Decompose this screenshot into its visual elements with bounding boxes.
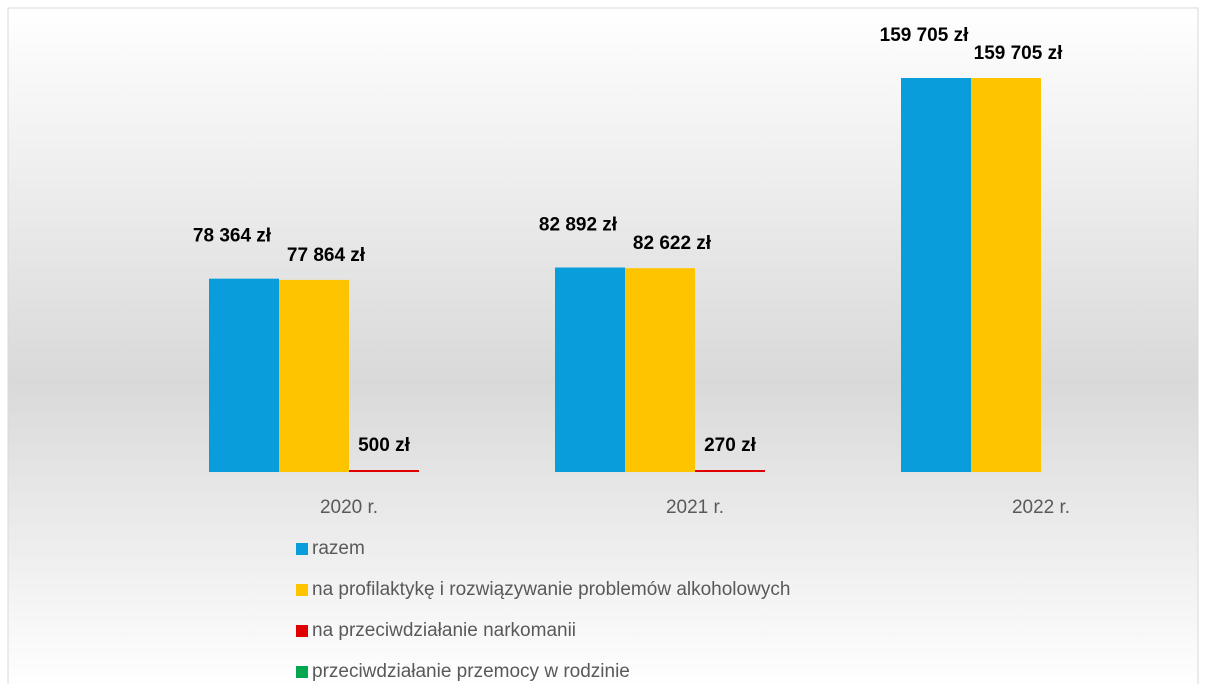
legend-label: razem xyxy=(312,538,365,559)
bar xyxy=(901,78,971,472)
data-label: 270 zł xyxy=(704,435,756,456)
legend-swatch xyxy=(296,584,308,596)
bar xyxy=(349,470,419,472)
x-tick-label: 2020 r. xyxy=(320,497,378,518)
data-label: 77 864 zł xyxy=(287,245,366,266)
bar xyxy=(625,268,695,472)
legend-swatch xyxy=(296,625,308,637)
bar xyxy=(279,279,349,472)
data-label: 78 364 zł xyxy=(193,226,272,247)
bar xyxy=(971,78,1041,472)
legend-label: na profilaktykę i rozwiązywanie problemó… xyxy=(312,579,790,600)
bar xyxy=(209,278,279,472)
x-tick-label: 2021 r. xyxy=(666,497,724,518)
legend-swatch xyxy=(296,666,308,678)
legend-label: na przeciwdziałanie narkomanii xyxy=(312,620,576,641)
data-label: 82 622 zł xyxy=(633,233,712,254)
bar xyxy=(555,267,625,472)
data-label: 82 892 zł xyxy=(539,215,618,236)
data-label: 159 705 zł xyxy=(974,43,1063,64)
bar xyxy=(695,470,765,472)
x-tick-label: 2022 r. xyxy=(1012,497,1070,518)
legend-label: przeciwdziałanie przemocy w rodzinie xyxy=(312,661,630,682)
data-label: 159 705 zł xyxy=(880,25,969,46)
legend-swatch xyxy=(296,543,308,555)
data-label: 500 zł xyxy=(358,435,410,456)
